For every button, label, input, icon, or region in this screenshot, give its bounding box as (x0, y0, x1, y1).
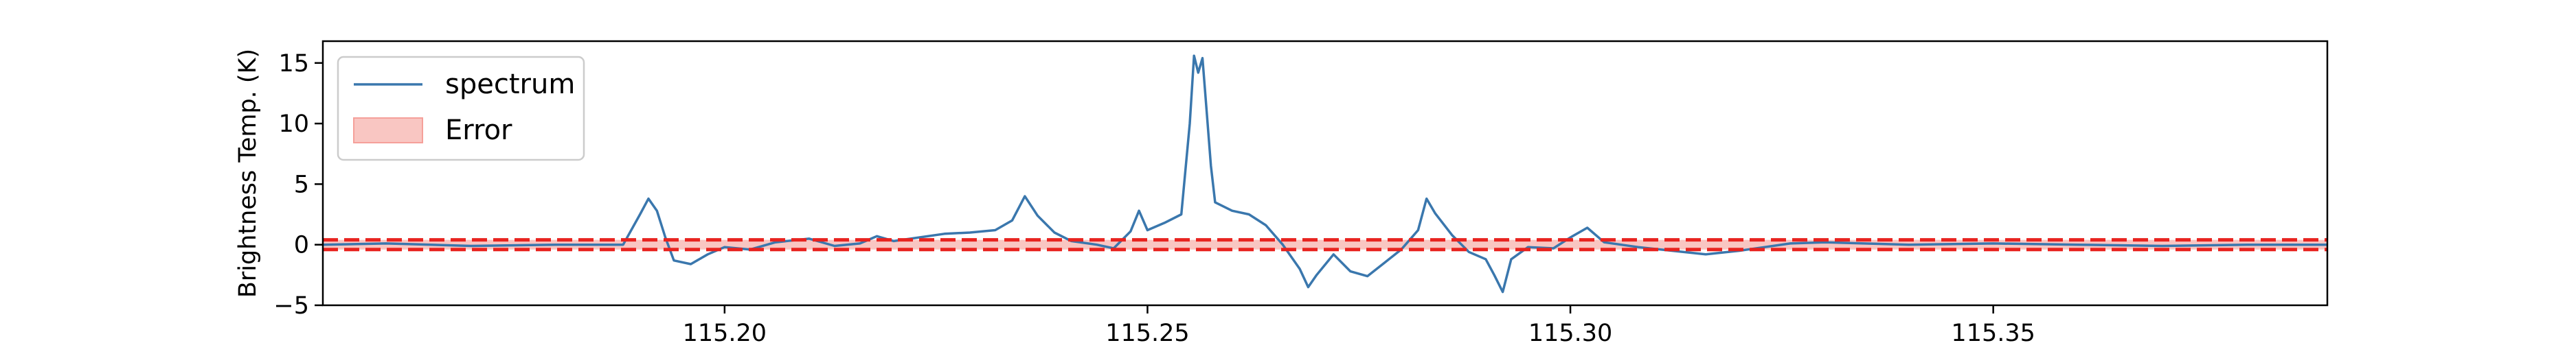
legend: spectrum Error (337, 56, 585, 161)
x-tick-label: 115.30 (1528, 320, 1612, 343)
y-tick-label: 15 (278, 50, 309, 78)
legend-error-label: Error (445, 115, 512, 146)
x-tick-label: 115.35 (1951, 320, 2035, 343)
spectrum-line (323, 54, 2327, 294)
y-tick-label: 5 (294, 171, 309, 198)
y-axis-label: Brightness Temp. (K) (234, 49, 262, 298)
y-tick-label: 0 (294, 232, 309, 259)
y-tick-label: 10 (278, 110, 309, 138)
y-tick-label: −5 (273, 292, 309, 320)
plot-frame (321, 40, 2329, 307)
legend-spectrum-label: spectrum (445, 69, 575, 100)
x-tick-label: 115.25 (1105, 320, 1189, 343)
x-tick-label: 115.20 (683, 320, 767, 343)
plot-area: 115.20 115.25 115.30 115.35 −5 0 5 10 15 (273, 40, 2329, 343)
legend-error-swatch (353, 117, 423, 143)
